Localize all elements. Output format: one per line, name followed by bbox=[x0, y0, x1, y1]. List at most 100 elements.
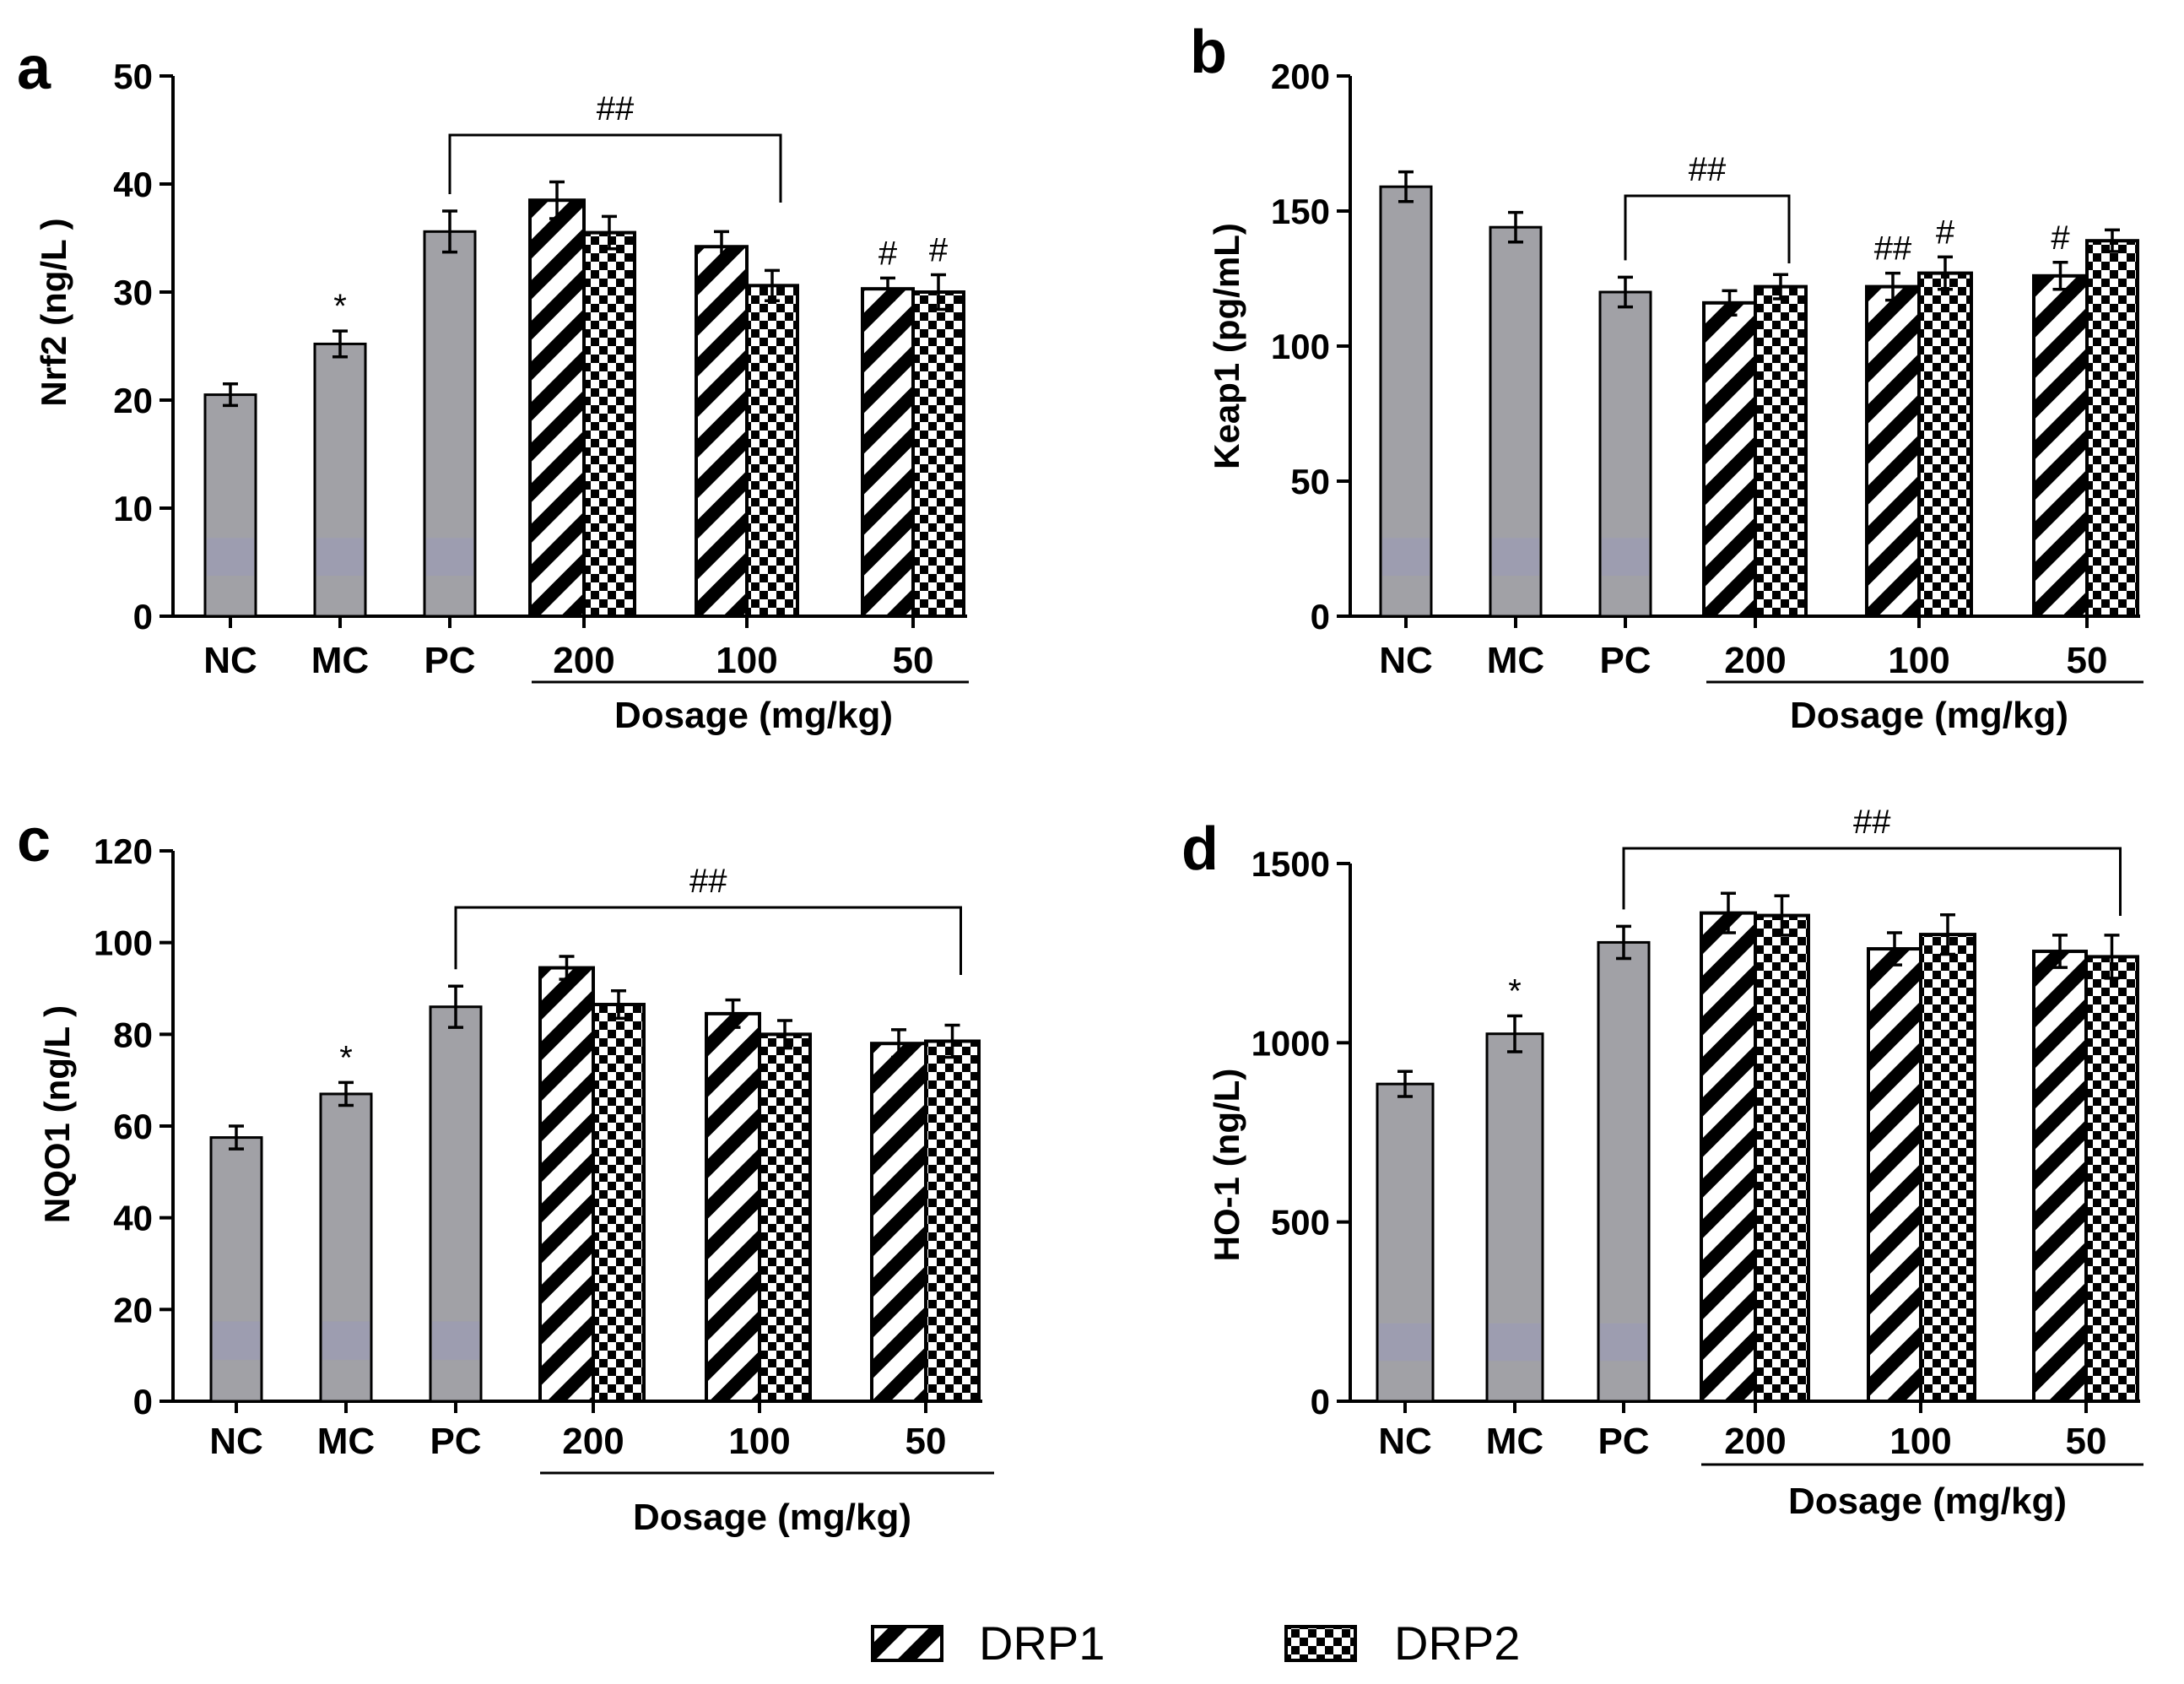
panel-b-ytick-label: 150 bbox=[1271, 192, 1330, 231]
panel-a-bracket bbox=[448, 133, 782, 203]
panel-a-bracket-label: ## bbox=[597, 90, 635, 127]
panel-d-ylabel: HO-1 (ng/L) bbox=[1207, 1069, 1246, 1262]
panel-a-bar-nc-band bbox=[207, 538, 254, 576]
panel-d-bar-pc-band bbox=[1600, 1323, 1647, 1362]
panel-c-category-nc: NC bbox=[209, 1421, 263, 1462]
panel-b-ylabel: Keap1 (pg/mL) bbox=[1207, 223, 1246, 469]
panel-letter-a: a bbox=[17, 35, 51, 102]
panel-c-category-200: 200 bbox=[562, 1421, 624, 1462]
panel-d-bar-nc-band bbox=[1379, 1323, 1431, 1362]
panel-a-ytick-label: 30 bbox=[113, 273, 153, 312]
panel-d-bar-drp2-200 bbox=[1754, 913, 1810, 1403]
panel-a-bar-drp2-50 bbox=[911, 290, 965, 618]
panel-b-bar-drp1-200 bbox=[1702, 301, 1757, 618]
panel-d-category-100: 100 bbox=[1889, 1421, 1951, 1462]
legend-drp2-label: DRP2 bbox=[1394, 1616, 1520, 1670]
panel-c-xlabel: Dosage (mg/kg) bbox=[633, 1497, 911, 1538]
panel-b-bar-drp2-50 bbox=[2085, 239, 2139, 618]
panel-b-xlabel: Dosage (mg/kg) bbox=[1790, 695, 2068, 736]
panel-b-category-100: 100 bbox=[1888, 640, 1949, 681]
panel-d-category-mc: MC bbox=[1486, 1421, 1543, 1462]
panel-a-ytick-label: 40 bbox=[113, 165, 153, 204]
panel-d-category-200: 200 bbox=[1724, 1421, 1786, 1462]
panel-c-ytick-label: 80 bbox=[113, 1015, 153, 1054]
panel-c-bar-mc-band bbox=[322, 1321, 370, 1361]
panel-c-bar-drp2-100 bbox=[758, 1032, 812, 1404]
panel-b-category-200: 200 bbox=[1724, 640, 1786, 681]
panel-a-xlabel: Dosage (mg/kg) bbox=[614, 695, 893, 736]
panel-b-bar-drp1-100 bbox=[1865, 284, 1921, 618]
legend-drp1-swatch bbox=[871, 1625, 943, 1662]
panel-a-ytick-label: 0 bbox=[133, 597, 153, 636]
panel-a-category-pc: PC bbox=[424, 640, 475, 681]
panel-d-ytick-label: 0 bbox=[1311, 1382, 1330, 1421]
panel-d-sig-mc: * bbox=[1508, 972, 1522, 1010]
panel-a-category-200: 200 bbox=[553, 640, 614, 681]
panel-c-category-100: 100 bbox=[728, 1421, 790, 1462]
panel-d-category-pc: PC bbox=[1597, 1421, 1649, 1462]
panel-c-bar-drp2-200 bbox=[592, 1003, 646, 1404]
legend-drp1-label: DRP1 bbox=[979, 1616, 1105, 1670]
panel-d-bar-drp2-100 bbox=[1919, 933, 1976, 1403]
panel-c-ytick-label: 60 bbox=[113, 1107, 153, 1146]
panel-c-bar-drp2-50 bbox=[924, 1039, 981, 1403]
panel-a-ytick-label: 20 bbox=[113, 381, 153, 420]
panel-a-sig-mc: * bbox=[333, 288, 347, 325]
panel-c-bracket bbox=[454, 906, 962, 975]
panel-d-bracket-label: ## bbox=[1853, 804, 1891, 841]
panel-d-xlabel: Dosage (mg/kg) bbox=[1788, 1481, 2067, 1522]
panel-b-ytick-label: 100 bbox=[1271, 327, 1330, 366]
panel-c-ytick-label: 0 bbox=[133, 1382, 153, 1421]
panel-b-category-50: 50 bbox=[2067, 640, 2108, 681]
panel-d-ytick-label: 1500 bbox=[1251, 844, 1330, 884]
panel-a-category-100: 100 bbox=[716, 640, 777, 681]
panel-b-bar-nc-band bbox=[1382, 538, 1430, 576]
panel-d-bar-drp2-50 bbox=[2084, 955, 2139, 1403]
panel-b-category-pc: PC bbox=[1599, 640, 1651, 681]
legend-drp2-swatch bbox=[1284, 1625, 1357, 1662]
panel-c-ytick-label: 120 bbox=[94, 831, 153, 871]
panel-letter-d: d bbox=[1181, 815, 1219, 883]
panel-a-bar-mc-band bbox=[316, 538, 364, 576]
panel-b-bar-drp2-200 bbox=[1754, 284, 1808, 618]
panel-a-bar-pc-band bbox=[426, 538, 473, 576]
panel-c-sig-mc: * bbox=[339, 1039, 353, 1076]
panel-d-bracket bbox=[1622, 847, 2122, 916]
panel-a-category-50: 50 bbox=[893, 640, 934, 681]
panel-b-ytick-label: 50 bbox=[1290, 462, 1330, 501]
panel-d-ytick-label: 1000 bbox=[1251, 1023, 1330, 1063]
panel-b-bar-drp1-50 bbox=[2032, 273, 2089, 618]
panel-b-sig-drp1-100: ## bbox=[1874, 230, 1912, 268]
panel-a-sig-drp1-50: # bbox=[878, 235, 898, 272]
panel-b-sig-drp1-50: # bbox=[2051, 219, 2070, 257]
panel-c-category-mc: MC bbox=[317, 1421, 375, 1462]
panel-b-ytick-label: 0 bbox=[1311, 597, 1330, 636]
panel-c-category-pc: PC bbox=[430, 1421, 481, 1462]
panel-a-bar-drp2-200 bbox=[582, 230, 636, 618]
panel-a-category-mc: MC bbox=[311, 640, 369, 681]
panel-b-sig-drp2-100: # bbox=[1936, 214, 1955, 251]
panel-c-bar-drp1-200 bbox=[538, 966, 595, 1404]
panel-c-bar-nc bbox=[209, 1136, 263, 1403]
panel-d-bar-drp1-50 bbox=[2032, 950, 2088, 1403]
panel-b: b Keap1 (pg/mL) Dosage (mg/kg) 0 50 100 150… bbox=[1190, 19, 2143, 736]
panel-c-bracket-label: ## bbox=[689, 863, 727, 900]
panel-a-ytick-label: 10 bbox=[113, 489, 153, 528]
panel-d: d HO-1 (ng/L) Dosage (mg/kg) 0 500 1000 150… bbox=[1181, 804, 2143, 1522]
panel-d-bar-drp1-200 bbox=[1700, 911, 1757, 1403]
panel-c-ytick-label: 100 bbox=[94, 923, 153, 963]
panel-a-bar-drp1-50 bbox=[861, 287, 915, 618]
panel-a-ylabel: Nrf2 (ng/L ) bbox=[34, 218, 73, 406]
panel-b-bar-drp2-100 bbox=[1917, 271, 1973, 618]
panel-d-category-50: 50 bbox=[2066, 1421, 2107, 1462]
panel-letter-c: c bbox=[17, 807, 51, 874]
panel-a-ytick-label: 50 bbox=[113, 57, 153, 96]
panel-b-category-nc: NC bbox=[1379, 640, 1433, 681]
panel-c-ytick-label: 20 bbox=[113, 1290, 153, 1329]
panel-a: a Nrf2 (ng/L ) Dosage (mg/kg) 0 10 20 30 40 5… bbox=[17, 35, 969, 736]
panel-c-bar-pc-band bbox=[432, 1321, 479, 1361]
panel-a-sig-drp2-50: # bbox=[929, 232, 949, 269]
panel-d-bar-drp1-100 bbox=[1867, 947, 1922, 1403]
